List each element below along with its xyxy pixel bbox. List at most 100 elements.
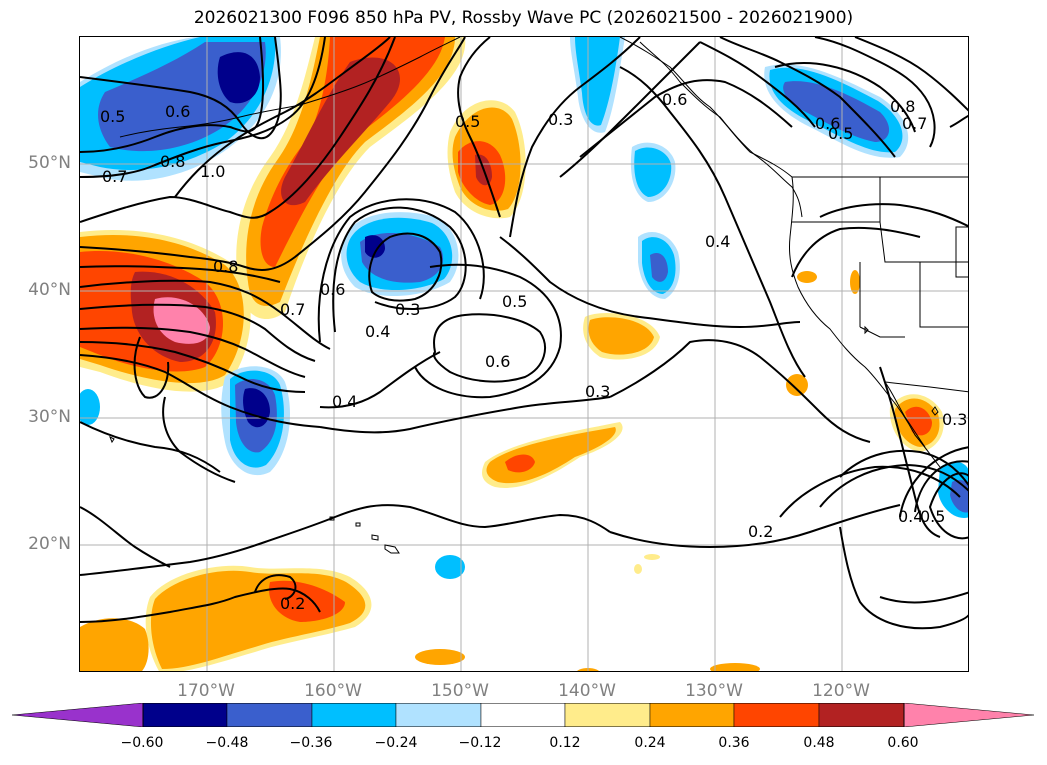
contour-17	[80, 587, 321, 623]
island-2	[864, 325, 869, 335]
warm-band-aleutian-orange	[246, 37, 455, 306]
colorbar-segment	[903, 703, 1034, 727]
blue-anomaly-nw-max	[217, 52, 260, 104]
colorbar-outline	[142, 703, 905, 727]
warm-anomaly-137w-orange	[588, 317, 654, 355]
hawaii-4	[384, 544, 400, 554]
contour-label: 0.2	[280, 594, 305, 613]
contour-8	[80, 303, 316, 362]
colorbar-tick: −0.12	[458, 735, 502, 751]
colorbar-segments	[12, 703, 1034, 727]
contour-label: 0.5	[828, 124, 853, 143]
contour-0-3-ne	[509, 37, 641, 238]
hawaii-3	[371, 534, 379, 541]
contour-south-1	[879, 591, 968, 604]
colorbar-segment	[226, 703, 313, 727]
contour-0-4-east	[499, 236, 801, 329]
contour-se-1	[879, 366, 941, 538]
contour-5	[80, 37, 466, 271]
blue-spot-hawaii	[435, 555, 465, 579]
contour-11	[80, 354, 321, 428]
island-1	[931, 406, 939, 416]
colorbar-tick: 0.12	[549, 735, 581, 751]
contour-label: 0.2	[748, 522, 773, 541]
contour-ne-1	[619, 66, 806, 378]
contour-label: 0.5	[920, 507, 945, 526]
colorbar-segment	[142, 703, 228, 727]
lon-label-160w: 160°W	[304, 681, 362, 701]
lon-label-170w: 170°W	[177, 681, 235, 701]
contour-9	[80, 326, 306, 378]
contour-label: 0.8	[890, 97, 915, 116]
colorbar	[12, 703, 1034, 727]
lat-label-30n: 30°N	[28, 407, 71, 427]
contour-label: 0.8	[160, 152, 185, 171]
contour-0-3	[332, 206, 467, 333]
grid-layer	[80, 37, 968, 671]
map-canvas: 0.5 0.6 0.7 0.8 1.0 0.8 0.7 0.6 0.4 0.3 …	[80, 37, 968, 671]
colorbar-tick: 0.24	[634, 735, 666, 751]
contour-se-ring-3	[899, 446, 968, 518]
colorbar-tick: 0.48	[803, 735, 835, 751]
figure-title: 2026021300 F096 850 hPa PV, Rossby Wave …	[193, 8, 854, 28]
contour-west-low	[133, 336, 170, 399]
contour-ne-2	[579, 79, 793, 158]
contour-0-2-south	[609, 504, 901, 549]
contour-ring-1	[368, 232, 443, 302]
contour-ne-3	[559, 41, 701, 178]
colorbar-segment	[12, 703, 144, 727]
colorbar-segment	[818, 703, 905, 727]
contour-label: 0.7	[280, 300, 305, 319]
contour-coast-2	[819, 203, 968, 228]
contour-label: 0.6	[165, 102, 190, 121]
contour-ne-4	[699, 41, 816, 128]
contour-label: 1.0	[200, 162, 225, 181]
contour-label: 0.8	[213, 257, 238, 276]
coast-baja	[884, 381, 926, 448]
contour-label: 0.6	[815, 114, 840, 133]
contour-0-2-west	[254, 574, 297, 600]
colorbar-segment	[395, 703, 482, 727]
contour-se-4	[779, 465, 961, 518]
blue-anomaly-132w-core	[650, 252, 668, 282]
contour-0-4	[317, 198, 485, 343]
colorbar-segment	[480, 703, 566, 727]
colorbar-segment	[564, 703, 651, 727]
contour-4	[80, 37, 396, 223]
border-states-2	[879, 221, 968, 263]
lon-label-140w: 140°W	[558, 681, 616, 701]
contour-mid-1	[319, 396, 611, 434]
warm-streak-145w-red	[505, 454, 535, 473]
contour-ne-8	[774, 62, 916, 133]
colorbar-tick: −0.48	[205, 735, 249, 751]
contour-label: 0.6	[485, 352, 510, 371]
warm-spot-1	[786, 374, 808, 396]
contour-15	[80, 421, 221, 473]
border-states-4	[919, 262, 968, 328]
lat-label-50n: 50°N	[28, 153, 71, 173]
lon-label-150w: 150°W	[431, 681, 489, 701]
warm-spot-2	[797, 271, 817, 283]
warm-band-aleutian-core	[281, 57, 401, 206]
lat-label-40n: 40°N	[28, 280, 71, 300]
colorbar-tick: −0.60	[120, 735, 164, 751]
contour-ne-7	[854, 37, 968, 112]
coast-alaska-panhandle	[619, 37, 793, 178]
border-states-5	[859, 326, 905, 338]
colorbar-tick: 0.36	[718, 735, 750, 751]
contour-coast-1	[791, 226, 921, 278]
contour-label: 0.4	[898, 507, 923, 526]
lon-label-130w: 130°W	[685, 681, 743, 701]
contour-layer	[80, 37, 968, 630]
contour-label: 0.5	[502, 292, 527, 311]
contour-12	[80, 265, 281, 283]
warm-band-aleutian-red	[260, 37, 445, 267]
contour-10	[80, 341, 306, 393]
contour-label: 0.3	[548, 110, 573, 129]
border-mexico	[884, 381, 968, 393]
blue-spot-w	[80, 389, 100, 425]
blue-anomaly-155w-max	[365, 235, 385, 258]
border-states-1	[792, 177, 881, 223]
warm-streak-145w-orange	[486, 427, 616, 484]
contour-14	[80, 506, 171, 568]
